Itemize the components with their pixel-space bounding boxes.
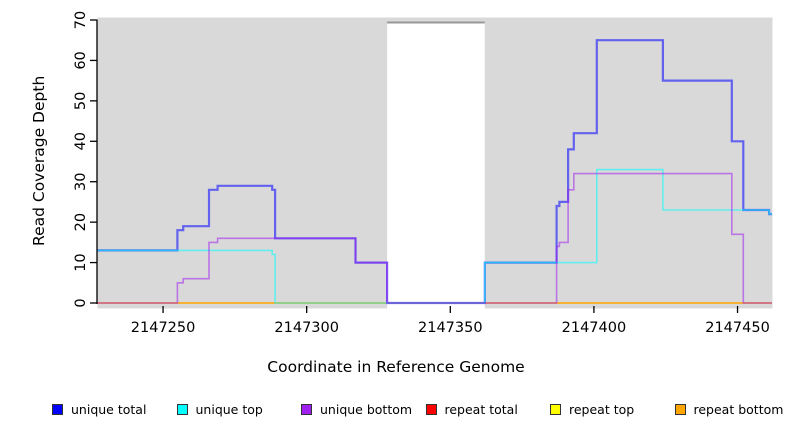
legend-swatch-icon bbox=[674, 403, 686, 415]
x-axis-tick-label: 2147250 bbox=[131, 320, 196, 336]
series-line-unique-bottom bbox=[97, 172, 772, 304]
x-axis-label: Coordinate in Reference Genome bbox=[267, 358, 525, 376]
legend-swatch-icon bbox=[176, 403, 188, 415]
legend-swatch-icon bbox=[550, 403, 561, 415]
legend-label: repeat top bbox=[569, 401, 635, 417]
y-axis-tick-label: 10 bbox=[73, 253, 89, 271]
legend-label: repeat total bbox=[444, 401, 518, 417]
legend-label: repeat bottom bbox=[693, 401, 784, 417]
legend-label: unique top bbox=[195, 401, 263, 417]
legend-swatch-icon bbox=[301, 403, 312, 415]
plot-canvas: 0 10 20 30 40 50 60 70 2147250 2147300 2147350 2147… bbox=[73, 11, 773, 336]
legend-item-unique-top: unique top bbox=[176, 398, 302, 420]
legend-item-repeat-top: repeat top bbox=[550, 398, 675, 420]
x-axis-tick-label: 2147350 bbox=[418, 320, 483, 336]
x-axis-tick-label: 2147450 bbox=[705, 320, 770, 336]
y-axis-tick-label: 50 bbox=[73, 92, 89, 110]
legend-item-unique-bottom: unique bottom bbox=[301, 398, 426, 420]
x-axis-tick-label: 2147400 bbox=[562, 320, 627, 336]
y-axis-tick-label: 60 bbox=[73, 51, 89, 69]
legend-item-repeat-bottom: repeat bottom bbox=[674, 398, 792, 420]
legend: unique total unique top unique bottom repea… bbox=[52, 398, 792, 420]
y-axis-label: Read Coverage Depth bbox=[30, 75, 48, 246]
legend-item-unique-total: unique total bbox=[52, 398, 177, 420]
y-axis-tick-label: 30 bbox=[73, 172, 89, 190]
x-axis-tick-label: 2147300 bbox=[274, 320, 339, 336]
legend-swatch-icon bbox=[425, 403, 437, 415]
legend-label: unique total bbox=[71, 401, 147, 417]
y-axis-tick-label: 70 bbox=[73, 11, 89, 29]
legend-item-repeat-total: repeat total bbox=[425, 398, 551, 420]
y-axis-tick-label: 20 bbox=[73, 213, 89, 231]
legend-swatch-icon bbox=[52, 403, 63, 415]
y-axis-tick-label: 40 bbox=[73, 132, 89, 150]
masked-region-band bbox=[387, 23, 485, 309]
y-axis-tick-label: 0 bbox=[73, 298, 89, 307]
legend-label: unique bottom bbox=[320, 401, 413, 417]
series-line-unique-top bbox=[97, 168, 772, 304]
